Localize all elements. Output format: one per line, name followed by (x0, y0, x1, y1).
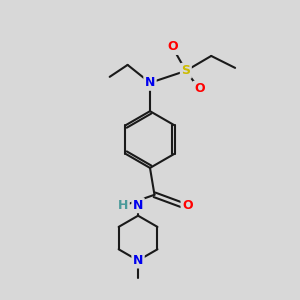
Text: N: N (133, 254, 143, 267)
Text: O: O (182, 199, 193, 212)
Text: N: N (145, 76, 155, 89)
Text: O: O (167, 40, 178, 53)
Text: S: S (181, 64, 190, 77)
Text: N: N (133, 199, 143, 212)
Text: O: O (194, 82, 205, 95)
Text: H: H (118, 199, 128, 212)
